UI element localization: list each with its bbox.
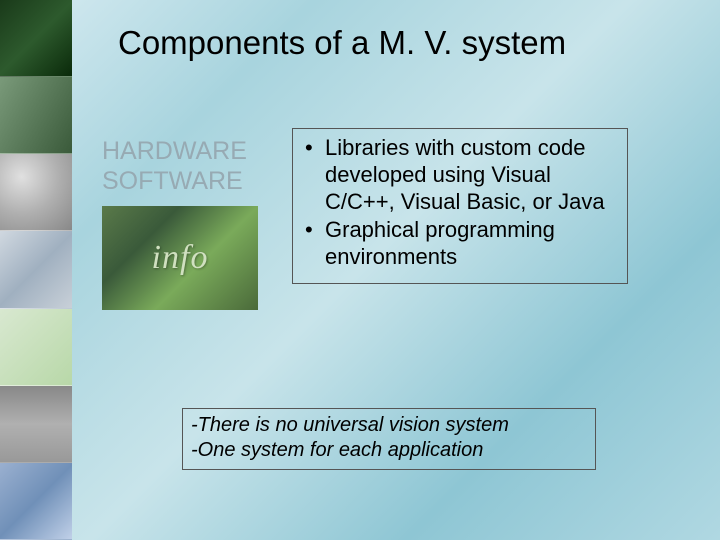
globe-thumb <box>0 463 72 540</box>
note-line: -One system for each application <box>191 438 587 463</box>
hardware-label: HARDWARE <box>102 136 282 166</box>
sphere-thumb <box>0 154 72 231</box>
software-label: SOFTWARE <box>102 166 282 196</box>
bullet-item: Libraries with custom code developed usi… <box>303 135 617 215</box>
code-thumb <box>0 0 72 77</box>
bullet-list: Libraries with custom code developed usi… <box>303 135 617 271</box>
grass-thumb <box>0 309 72 386</box>
circuit-thumb <box>0 77 72 154</box>
info-image: info <box>102 206 258 310</box>
note-box: -There is no universal vision system -On… <box>182 408 596 470</box>
slide-title: Components of a M. V. system <box>118 24 566 62</box>
eye-thumb <box>0 386 72 463</box>
category-labels: HARDWARE SOFTWARE <box>102 136 282 196</box>
sidebar-thumbnails <box>0 0 72 540</box>
bullet-item: Graphical programming environments <box>303 217 617 271</box>
note-line: -There is no universal vision system <box>191 413 587 438</box>
info-image-text: info <box>152 239 209 277</box>
bullet-box: Libraries with custom code developed usi… <box>292 128 628 284</box>
network-thumb <box>0 231 72 308</box>
